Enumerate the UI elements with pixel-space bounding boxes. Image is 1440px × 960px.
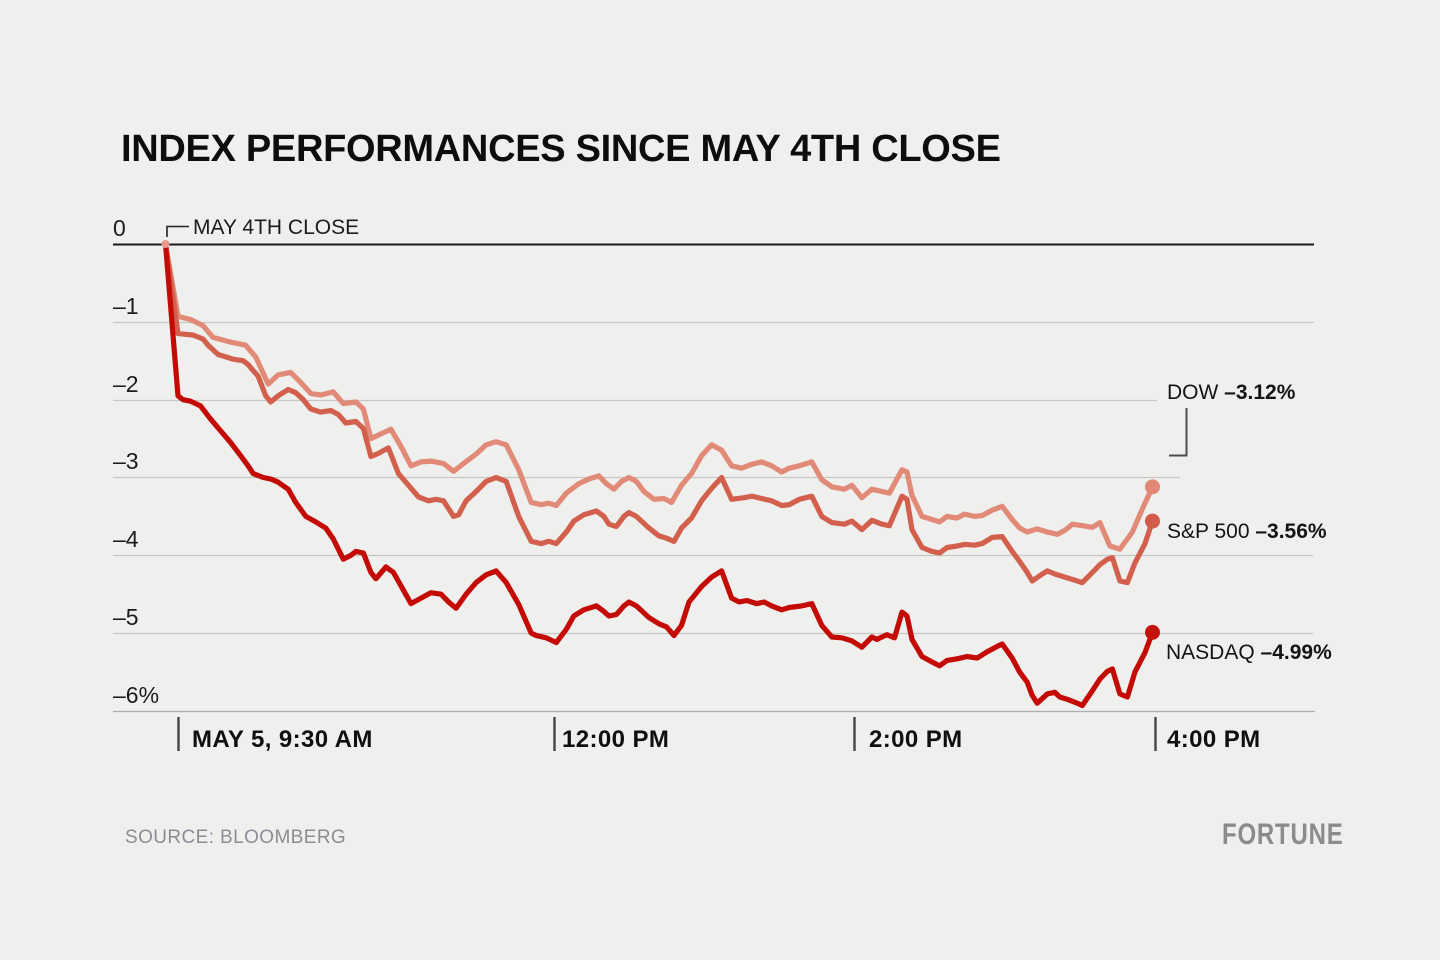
x-tick-label-12pm: 12:00 PM [562,726,670,753]
series-end-dot-nasdaq [1144,624,1160,640]
fortune-logo: FORTUNE [1222,818,1344,851]
y-tick-label: –1 [113,292,139,319]
dow-label-connector [1169,408,1188,457]
series-line-dow [162,241,1156,552]
series-line-sp500 [162,241,1156,586]
y-tick-label: –2 [113,370,139,397]
series-value-dow: –3.12% [1224,381,1296,404]
series-label-nasdaq: NASDAQ –4.99% [1166,641,1332,664]
y-tick-label: –4 [113,526,139,553]
x-tick-label-4pm: 4:00 PM [1167,726,1261,753]
y-tick-label: 0 [113,215,126,241]
series-name-nasdaq: NASDAQ [1166,641,1261,664]
x-tick-label-2pm: 2:00 PM [869,726,963,753]
series-end-dot-sp500 [1144,513,1160,529]
chart-title: INDEX PERFORMANCES SINCE MAY 4TH CLOSE [121,128,1001,170]
y-tick-label: –3 [113,448,139,475]
series-value-nasdaq: –4.99% [1260,641,1332,664]
may4-close-bracket [166,225,189,237]
series-value-sp500: –3.56% [1255,520,1327,543]
series-line-nasdaq [162,241,1156,709]
series-name-sp500: S&P 500 [1167,520,1256,543]
series-label-dow: DOW –3.12% [1167,381,1295,404]
series-label-sp500: S&P 500 –3.56% [1167,520,1327,543]
series-start-dot [161,240,170,248]
may4-close-annotation: MAY 4TH CLOSE [193,216,360,239]
series-end-dot-dow [1144,479,1160,495]
source-credit: SOURCE: BLOOMBERG [125,827,347,848]
series-name-dow: DOW [1167,381,1225,404]
x-tick-label-930am: MAY 5, 9:30 AM [192,726,373,753]
y-tick-label: –6% [113,681,160,708]
y-tick-label: –5 [113,604,139,631]
